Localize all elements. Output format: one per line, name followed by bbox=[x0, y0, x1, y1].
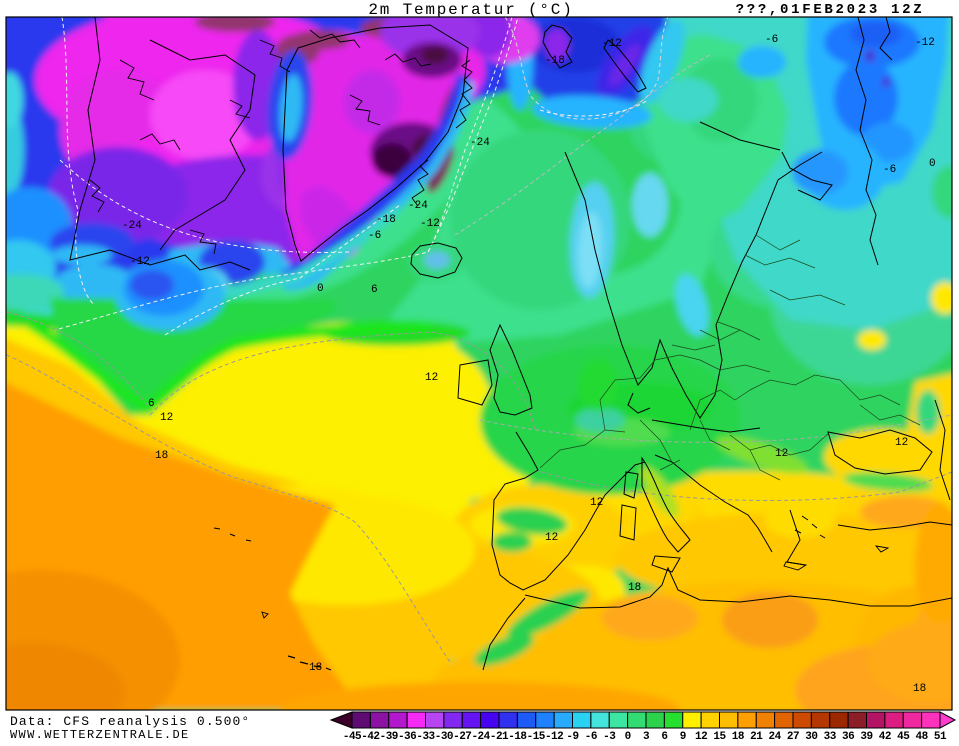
svg-text:30: 30 bbox=[805, 731, 817, 741]
svg-text:9: 9 bbox=[680, 731, 686, 741]
svg-text:3: 3 bbox=[643, 731, 650, 741]
svg-text:18: 18 bbox=[732, 731, 745, 741]
svg-text:2m Temperatur (°C): 2m Temperatur (°C) bbox=[368, 1, 573, 19]
svg-text:-30: -30 bbox=[435, 731, 453, 741]
svg-text:-12: -12 bbox=[130, 256, 150, 268]
svg-text:Data: CFS reanalysis 0.500°: Data: CFS reanalysis 0.500° bbox=[10, 714, 250, 729]
svg-text:-36: -36 bbox=[398, 731, 416, 741]
svg-text:12: 12 bbox=[160, 412, 173, 424]
svg-text:-6: -6 bbox=[368, 230, 381, 242]
svg-text:6: 6 bbox=[148, 398, 155, 410]
svg-text:18: 18 bbox=[913, 683, 926, 695]
svg-text:-42: -42 bbox=[361, 731, 379, 741]
svg-text:6: 6 bbox=[661, 731, 667, 741]
svg-text:42: 42 bbox=[879, 731, 891, 741]
svg-text:-12: -12 bbox=[420, 218, 440, 230]
svg-text:-3: -3 bbox=[603, 731, 616, 741]
svg-text:-21: -21 bbox=[490, 731, 509, 741]
svg-text:0: 0 bbox=[317, 283, 324, 295]
svg-text:-24: -24 bbox=[122, 220, 142, 232]
svg-text:-45: -45 bbox=[343, 731, 362, 741]
svg-text:45: 45 bbox=[897, 731, 910, 741]
svg-text:-18: -18 bbox=[376, 214, 396, 226]
svg-text:-39: -39 bbox=[380, 731, 398, 741]
svg-text:-9: -9 bbox=[566, 731, 578, 741]
svg-text:15: 15 bbox=[713, 731, 726, 741]
svg-text:12: 12 bbox=[545, 532, 558, 544]
svg-text:39: 39 bbox=[860, 731, 872, 741]
svg-text:51: 51 bbox=[934, 731, 947, 741]
svg-text:12: 12 bbox=[775, 448, 788, 460]
svg-text:-27: -27 bbox=[453, 731, 471, 741]
svg-text:36: 36 bbox=[842, 731, 854, 741]
svg-text:12: 12 bbox=[590, 497, 603, 509]
svg-text:18: 18 bbox=[309, 662, 322, 674]
svg-text:-6: -6 bbox=[883, 164, 896, 176]
svg-text:12: 12 bbox=[425, 372, 438, 384]
svg-text:0: 0 bbox=[929, 158, 936, 170]
svg-text:21: 21 bbox=[750, 731, 763, 741]
svg-text:18: 18 bbox=[155, 450, 168, 462]
svg-text:-6: -6 bbox=[585, 731, 597, 741]
svg-text:12: 12 bbox=[695, 731, 707, 741]
svg-text:-12: -12 bbox=[915, 37, 935, 49]
svg-text:-12: -12 bbox=[545, 731, 563, 741]
svg-text:-33: -33 bbox=[416, 731, 435, 741]
svg-text:12: 12 bbox=[895, 437, 908, 449]
svg-text:0: 0 bbox=[625, 731, 631, 741]
svg-text:WWW.WETTERZENTRALE.DE: WWW.WETTERZENTRALE.DE bbox=[10, 728, 190, 741]
svg-text:???,01FEB2023 12Z: ???,01FEB2023 12Z bbox=[736, 2, 925, 18]
svg-text:48: 48 bbox=[916, 731, 929, 741]
svg-text:-18: -18 bbox=[545, 55, 565, 67]
svg-text:18: 18 bbox=[628, 582, 641, 594]
svg-text:-24: -24 bbox=[470, 137, 490, 149]
svg-text:27: 27 bbox=[787, 731, 799, 741]
svg-text:-18: -18 bbox=[508, 731, 527, 741]
svg-text:24: 24 bbox=[769, 731, 782, 741]
svg-text:-12: -12 bbox=[602, 38, 622, 50]
svg-text:6: 6 bbox=[371, 284, 378, 296]
svg-text:-6: -6 bbox=[765, 34, 778, 46]
svg-text:-15: -15 bbox=[527, 731, 546, 741]
svg-text:-24: -24 bbox=[471, 731, 490, 741]
svg-text:-24: -24 bbox=[408, 200, 428, 212]
svg-text:33: 33 bbox=[824, 731, 837, 741]
